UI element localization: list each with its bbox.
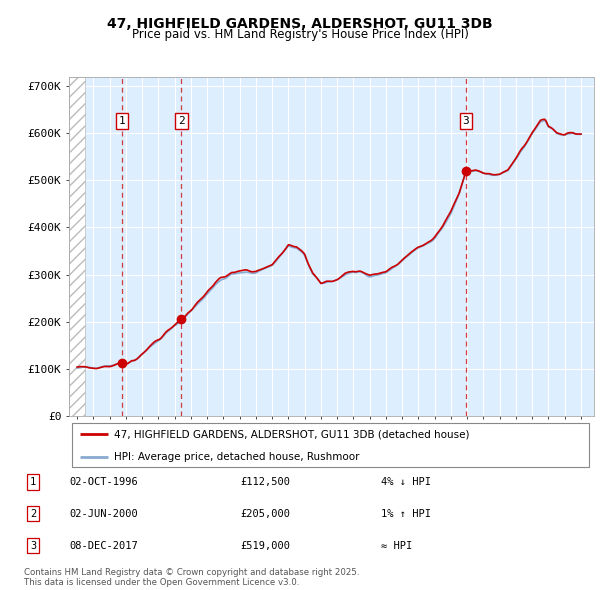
Text: 1: 1 bbox=[30, 477, 36, 487]
Text: 47, HIGHFIELD GARDENS, ALDERSHOT, GU11 3DB: 47, HIGHFIELD GARDENS, ALDERSHOT, GU11 3… bbox=[107, 17, 493, 31]
Text: HPI: Average price, detached house, Rushmoor: HPI: Average price, detached house, Rush… bbox=[113, 453, 359, 463]
Text: £112,500: £112,500 bbox=[240, 477, 290, 487]
Text: 3: 3 bbox=[30, 541, 36, 550]
Text: 2: 2 bbox=[30, 509, 36, 519]
Text: 4% ↓ HPI: 4% ↓ HPI bbox=[381, 477, 431, 487]
Text: £205,000: £205,000 bbox=[240, 509, 290, 519]
Text: 08-DEC-2017: 08-DEC-2017 bbox=[69, 541, 138, 550]
Text: 2: 2 bbox=[178, 116, 185, 126]
Text: 3: 3 bbox=[463, 116, 469, 126]
Text: £519,000: £519,000 bbox=[240, 541, 290, 550]
Text: Contains HM Land Registry data © Crown copyright and database right 2025.
This d: Contains HM Land Registry data © Crown c… bbox=[24, 568, 359, 587]
Bar bbox=[69, 77, 85, 416]
Text: Price paid vs. HM Land Registry's House Price Index (HPI): Price paid vs. HM Land Registry's House … bbox=[131, 28, 469, 41]
Text: 02-JUN-2000: 02-JUN-2000 bbox=[69, 509, 138, 519]
Text: 1% ↑ HPI: 1% ↑ HPI bbox=[381, 509, 431, 519]
Text: ≈ HPI: ≈ HPI bbox=[381, 541, 412, 550]
Text: 02-OCT-1996: 02-OCT-1996 bbox=[69, 477, 138, 487]
Text: 47, HIGHFIELD GARDENS, ALDERSHOT, GU11 3DB (detached house): 47, HIGHFIELD GARDENS, ALDERSHOT, GU11 3… bbox=[113, 429, 469, 439]
FancyBboxPatch shape bbox=[71, 422, 589, 467]
Text: 1: 1 bbox=[118, 116, 125, 126]
